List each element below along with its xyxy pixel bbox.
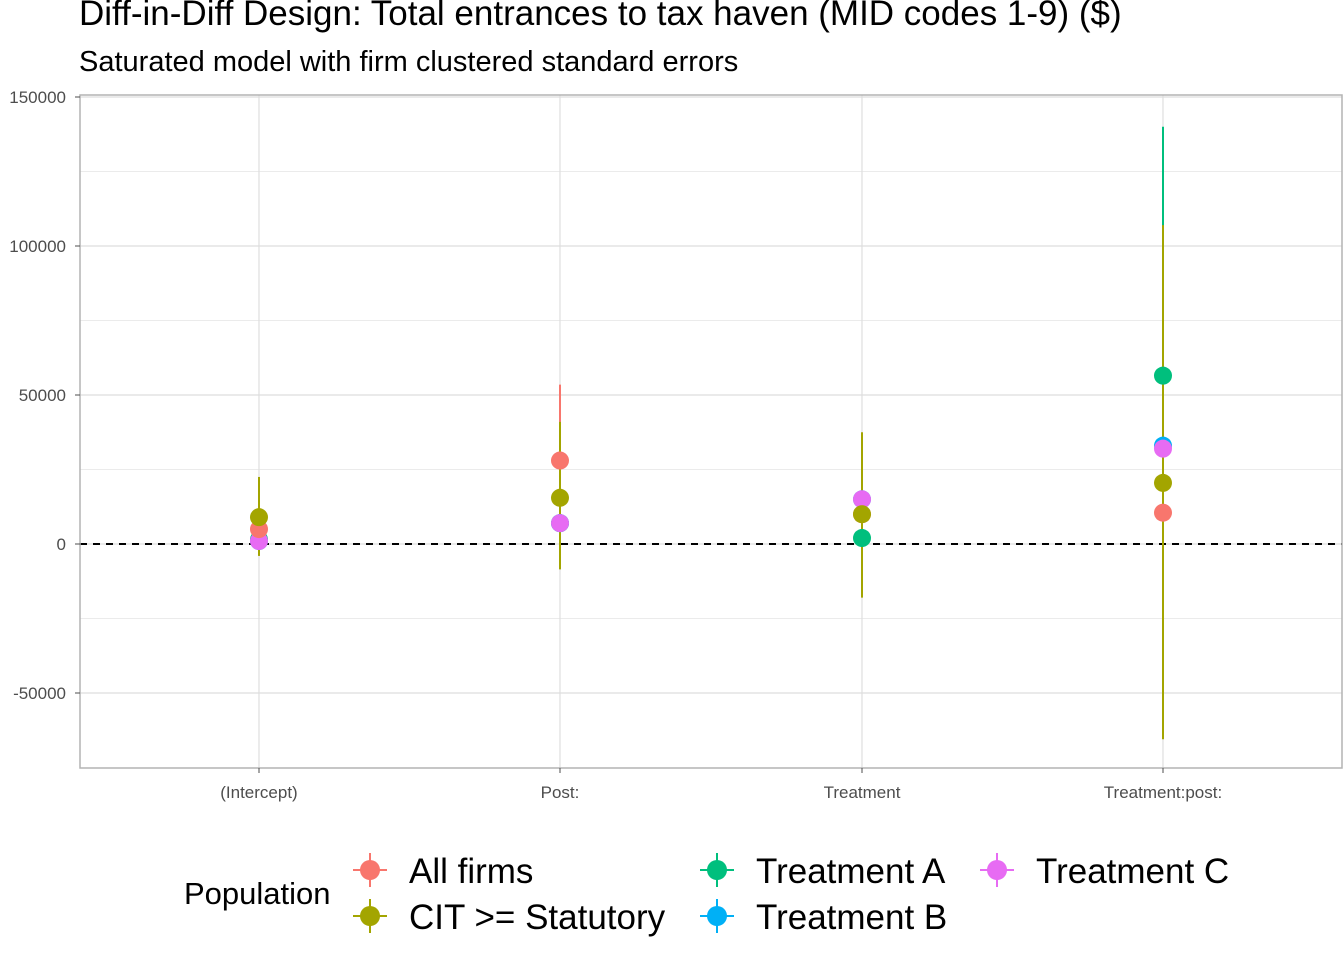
x-tick-label: Post:	[541, 783, 580, 802]
legend-label: CIT >= Statutory	[409, 898, 666, 937]
chart-title: Diff-in-Diff Design: Total entrances to …	[79, 0, 1122, 33]
x-tick-label: (Intercept)	[220, 783, 297, 802]
x-axis-ticks: (Intercept) Post: Treatment Treatment:post:	[220, 768, 1222, 802]
legend: Population All firms CIT >= Statutory Trea…	[184, 852, 1229, 937]
minor-gridlines	[80, 171, 1342, 619]
panel-border	[79, 94, 1343, 769]
legend-label: Treatment A	[756, 852, 946, 891]
point-estimate	[551, 514, 569, 533]
chart-subtitle: Saturated model with firm clustered stan…	[79, 46, 739, 78]
point-estimate	[551, 451, 569, 470]
point-estimate	[853, 490, 871, 509]
point-estimate	[551, 488, 569, 507]
legend-title: Population	[184, 876, 331, 911]
point-estimate	[250, 508, 268, 527]
y-tick-label: 50000	[19, 386, 66, 405]
point-estimate	[1154, 503, 1172, 522]
legend-key-point	[360, 860, 380, 880]
legend-key-point	[707, 906, 727, 926]
legend-label: All firms	[409, 852, 533, 891]
point-estimate	[1154, 439, 1172, 458]
legend-label: Treatment B	[756, 898, 947, 937]
y-tick-label: -50000	[13, 684, 66, 703]
x-tick-label: Treatment	[824, 783, 901, 802]
point-estimates	[250, 366, 1172, 551]
legend-key-point	[987, 860, 1007, 880]
y-axis-ticks: 150000 100000 50000 0 -50000	[9, 88, 80, 703]
point-estimate	[853, 529, 871, 548]
legend-key-point	[360, 906, 380, 926]
legend-label: Treatment C	[1036, 852, 1229, 891]
y-tick-label: 150000	[9, 88, 66, 107]
point-estimate	[1154, 473, 1172, 492]
point-estimate	[853, 505, 871, 524]
major-gridlines	[80, 95, 1342, 768]
x-tick-label: Treatment:post:	[1104, 783, 1222, 802]
panel-frame	[79, 94, 1343, 769]
y-tick-label: 100000	[9, 237, 66, 256]
point-estimate	[1154, 366, 1172, 385]
y-tick-label: 0	[57, 535, 66, 554]
legend-key-point	[707, 860, 727, 880]
error-bars	[258, 126, 1164, 740]
